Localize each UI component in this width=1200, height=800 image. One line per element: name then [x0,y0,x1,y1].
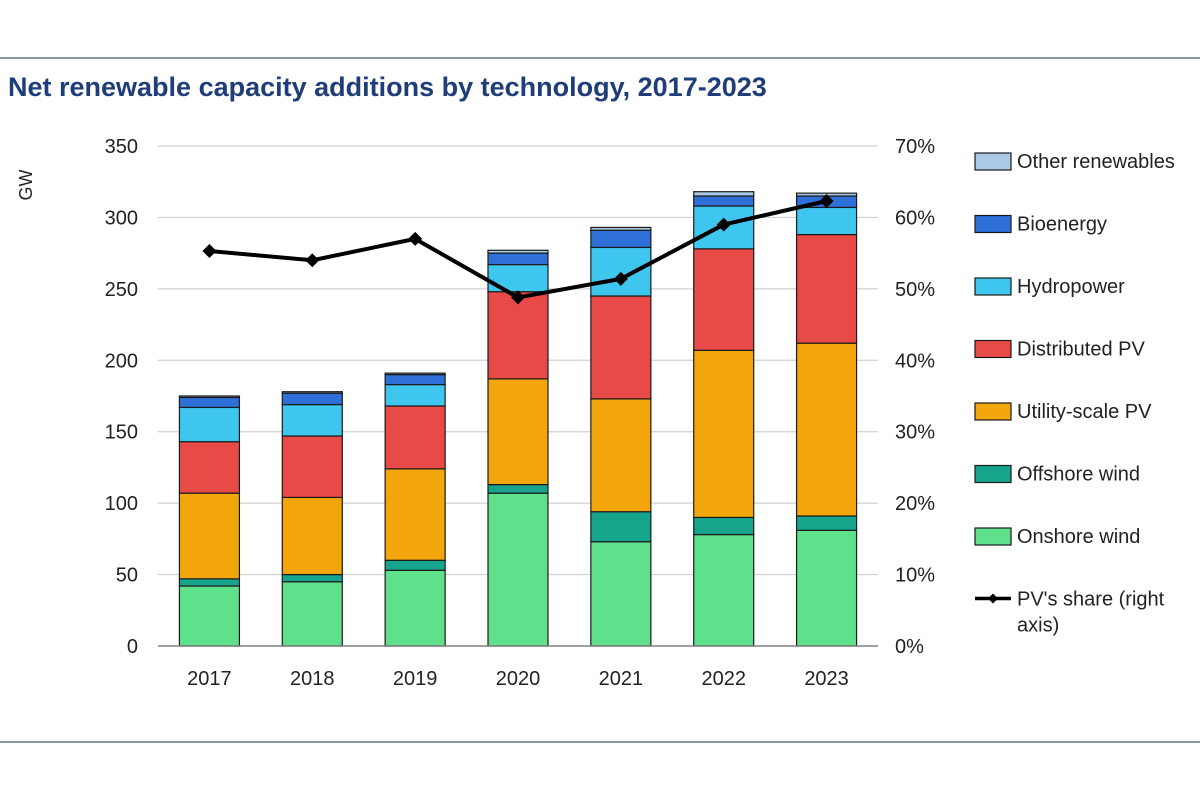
x-tick-label: 2023 [804,668,849,690]
y2-tick-label: 10% [895,565,935,587]
legend-swatch [974,464,1012,484]
bar-onshore-wind [795,529,858,647]
bar-bioenergy [693,195,755,207]
legend-swatch [974,527,1012,546]
bar-bioenergy [384,373,446,386]
bar-distributed-pv [281,435,343,499]
x-tick-label: 2020 [496,668,541,690]
legend-label: Onshore wind [1017,526,1140,548]
bar-offshore-wind [693,516,755,536]
legend-label: Other renewables [1017,151,1175,173]
bar-utility-scale-pv [795,342,858,517]
bar-bioenergy [281,392,343,406]
bar-hydropower [590,246,652,297]
legend-label: Utility-scale PV [1017,401,1152,423]
bar-onshore-wind [693,533,755,647]
legend-label-line: PV's share (right [1017,589,1165,611]
y2-tick-label: 40% [895,350,935,372]
bar-onshore-wind [281,581,343,647]
bar-offshore-wind [281,573,343,583]
legend-swatch [974,339,1012,359]
bar-hydropower [795,206,858,236]
bar-distributed-pv [795,233,858,344]
y-tick-label: 0 [127,636,138,658]
legend-swatch [974,277,1012,296]
y2-tick-label: 70% [895,136,935,158]
bar-distributed-pv [487,291,549,380]
bar-offshore-wind [590,511,652,543]
y-tick-label: 50 [116,565,138,587]
y-tick-label: 150 [105,422,138,444]
legend-swatch [974,152,1012,171]
bar-distributed-pv [384,405,446,470]
bar-hydropower [281,403,343,437]
x-tick-label: 2017 [187,668,232,690]
pv-share-marker [819,194,834,208]
legend-line-marker [988,593,998,604]
bar-bioenergy [178,396,241,409]
pv-share-marker [716,217,731,232]
top-rule [0,57,1200,59]
bar-utility-scale-pv [693,349,755,519]
bar-bioenergy [487,252,549,266]
bar-offshore-wind [795,515,858,531]
bar-utility-scale-pv [281,496,343,576]
bar-other-renewables [590,226,652,231]
bar-utility-scale-pv [487,378,549,486]
bar-utility-scale-pv [384,468,446,561]
y2-tick-label: 0% [895,636,924,658]
y2-tick-label: 30% [895,422,935,444]
legend-label-line: axis) [1017,615,1059,637]
bar-onshore-wind [178,585,241,647]
bottom-rule [0,741,1200,743]
bar-utility-scale-pv [178,492,241,580]
bar-hydropower [384,383,446,407]
y2-tick-label: 20% [895,493,935,515]
chart-title: Net renewable capacity additions by tech… [8,72,767,102]
bar-other-renewables [178,395,241,399]
legend-swatch [974,214,1012,234]
bar-offshore-wind [384,559,446,571]
legend-label: Hydropower [1017,276,1125,298]
bar-bioenergy [590,229,652,249]
pv-share-marker [202,244,217,258]
bar-offshore-wind [178,578,241,587]
y-tick-label: 200 [105,350,138,372]
x-tick-label: 2022 [701,668,746,690]
bar-onshore-wind [384,569,446,647]
legend-label: PV's share (right axis) [1017,589,1165,637]
bar-utility-scale-pv [590,398,652,513]
legend-label: Bioenergy [1017,214,1107,236]
bar-distributed-pv [178,441,241,494]
pv-share-marker [511,290,525,305]
bar-other-renewables [487,249,549,254]
bar-onshore-wind [590,541,652,647]
y-tick-label: 100 [105,493,138,515]
legend-swatch [974,402,1012,421]
legend-label: Distributed PV [1017,339,1145,361]
bar-offshore-wind [487,483,549,494]
pv-share-marker [305,253,320,268]
x-tick-label: 2021 [599,668,644,690]
bar-distributed-pv [693,248,755,351]
y-tick-label: 350 [105,136,138,158]
bar-other-renewables [281,391,343,394]
legend-label: Offshore wind [1017,464,1140,486]
bar-distributed-pv [590,295,652,400]
bar-other-renewables [384,372,446,376]
x-tick-label: 2019 [393,668,438,690]
y2-tick-label: 60% [895,207,935,229]
y2-tick-label: 50% [895,279,935,301]
pv-share-marker [613,271,628,286]
y-tick-label: 250 [105,279,138,301]
bar-other-renewables [693,191,755,197]
pv-share-marker [408,231,423,246]
bar-hydropower [178,406,241,443]
y-axis-label: GW [16,169,36,200]
y-tick-label: 300 [105,207,138,229]
bar-onshore-wind [487,492,549,647]
x-tick-label: 2018 [290,668,335,690]
